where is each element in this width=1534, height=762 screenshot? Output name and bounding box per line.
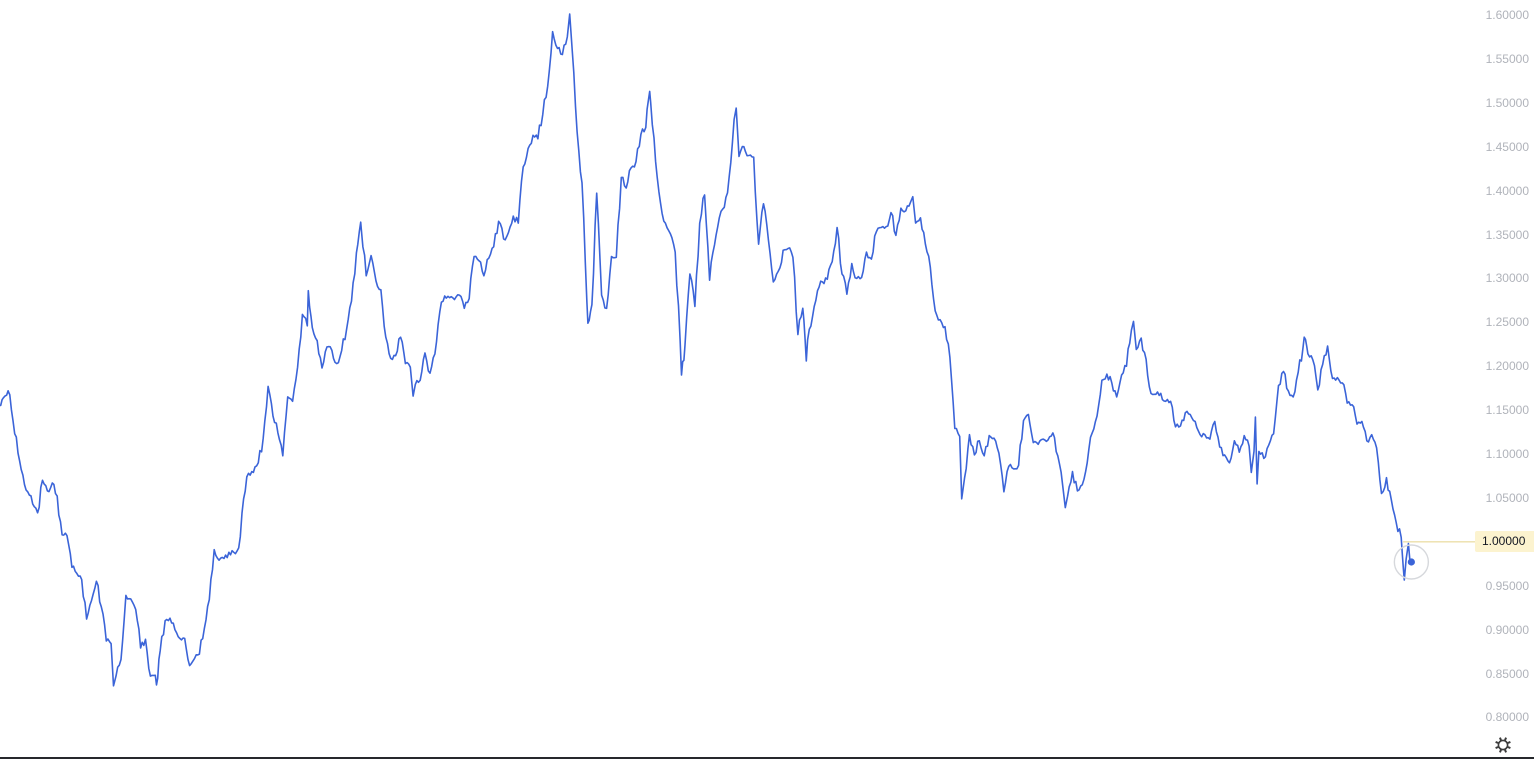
price-tick-label: 1.20000	[1485, 359, 1529, 374]
settings-gear-icon[interactable]	[1492, 734, 1514, 756]
price-tick-label: 0.90000	[1485, 622, 1529, 637]
price-tick-label: 1.45000	[1485, 139, 1529, 154]
price-tick-label: 1.30000	[1485, 271, 1529, 286]
price-tick-label: 1.55000	[1485, 51, 1529, 66]
chart-pane[interactable]	[0, 0, 1534, 731]
time-scale[interactable]: 2000200220042006200820102012201420162018…	[0, 731, 1534, 758]
price-level-label: 1.00000	[1475, 531, 1534, 553]
price-series-svg	[0, 13, 1477, 687]
price-tick-label: 1.40000	[1485, 183, 1529, 198]
price-tick-label: 1.05000	[1485, 490, 1529, 505]
price-tick-label: 0.95000	[1485, 578, 1529, 593]
last-price-marker-dot[interactable]	[1407, 558, 1415, 566]
price-tick-label: 1.50000	[1485, 95, 1529, 110]
price-scale[interactable]: 1.60000 1.55000 1.50000 1.45000 1.40000 1.350…	[1459, 0, 1534, 731]
price-tick-label: 0.85000	[1485, 666, 1529, 681]
price-tick-label: 1.15000	[1485, 403, 1529, 418]
price-tick-label: 0.80000	[1485, 710, 1529, 725]
price-tick-label: 1.10000	[1485, 447, 1529, 461]
price-tick-label: 1.60000	[1485, 8, 1529, 22]
price-tick-label: 1.35000	[1485, 227, 1529, 242]
price-tick-label: 1.25000	[1485, 315, 1529, 330]
gear-icon-glyph	[1495, 737, 1511, 753]
pane-bottom-border	[0, 757, 1534, 759]
line-series-path[interactable]	[0, 13, 1413, 687]
last-price-marker-halo	[1393, 544, 1430, 580]
